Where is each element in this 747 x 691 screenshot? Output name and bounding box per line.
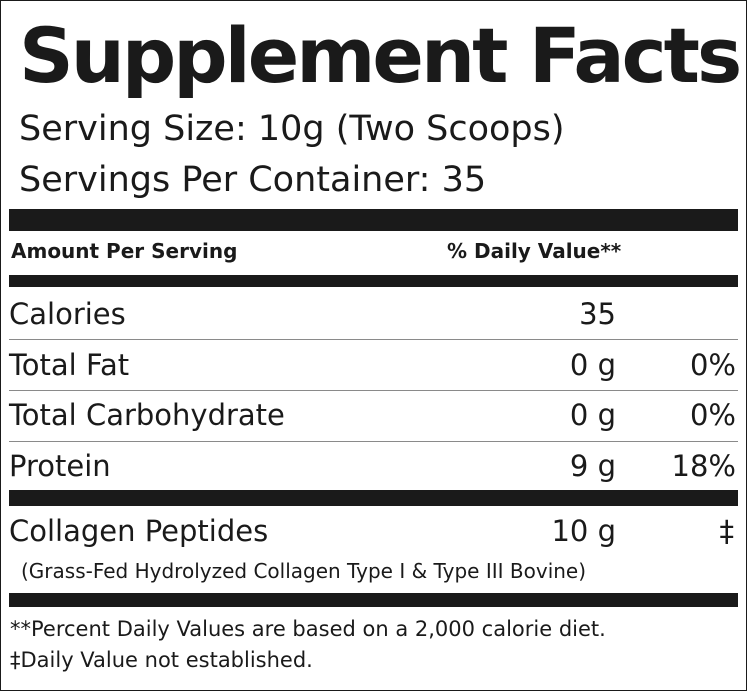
amount-per-serving-header: Amount Per Serving: [11, 239, 238, 263]
nutrient-row-total-carbohydrate: Total Carbohydrate 0 g 0%: [9, 392, 738, 438]
ingredient-name: Collagen Peptides: [9, 514, 269, 548]
serving-size: Serving Size: 10g (Two Scoops): [19, 109, 565, 149]
footnote-not-established: ‡Daily Value not established.: [10, 648, 313, 672]
nutrient-daily-value: 0%: [689, 348, 736, 382]
panel-title: Supplement Facts: [19, 11, 742, 100]
nutrient-amount: 0 g: [569, 398, 616, 432]
servings-per-container: Servings Per Container: 35: [19, 160, 487, 200]
footnote-daily-values: **Percent Daily Values are based on a 2,…: [10, 617, 606, 641]
thick-divider-middle: [9, 490, 738, 506]
medium-divider: [9, 275, 738, 287]
thick-divider-bottom: [9, 593, 738, 607]
nutrient-row-protein: Protein 9 g 18%: [9, 443, 738, 489]
nutrient-row-total-fat: Total Fat 0 g 0%: [9, 342, 738, 388]
nutrient-name: Calories: [9, 297, 126, 331]
nutrient-amount: 35: [579, 297, 616, 331]
ingredient-amount: 10 g: [551, 514, 616, 548]
ingredient-row-collagen: Collagen Peptides 10 g ‡: [9, 508, 738, 554]
daily-value-header: % Daily Value**: [447, 239, 622, 263]
nutrient-row-calories: Calories 35: [9, 291, 738, 337]
row-divider: [9, 339, 738, 340]
thick-divider-top: [9, 209, 738, 231]
nutrient-amount: 0 g: [569, 348, 616, 382]
row-divider: [9, 441, 738, 442]
nutrient-amount: 9 g: [569, 449, 616, 483]
ingredient-description: (Grass-Fed Hydrolyzed Collagen Type I & …: [21, 559, 587, 583]
row-divider: [9, 390, 738, 391]
nutrient-name: Protein: [9, 449, 111, 483]
ingredient-daily-value-symbol: ‡: [719, 514, 735, 548]
nutrient-daily-value: 18%: [671, 449, 736, 483]
nutrient-name: Total Carbohydrate: [9, 398, 285, 432]
nutrient-daily-value: 0%: [689, 398, 736, 432]
nutrient-name: Total Fat: [9, 348, 130, 382]
